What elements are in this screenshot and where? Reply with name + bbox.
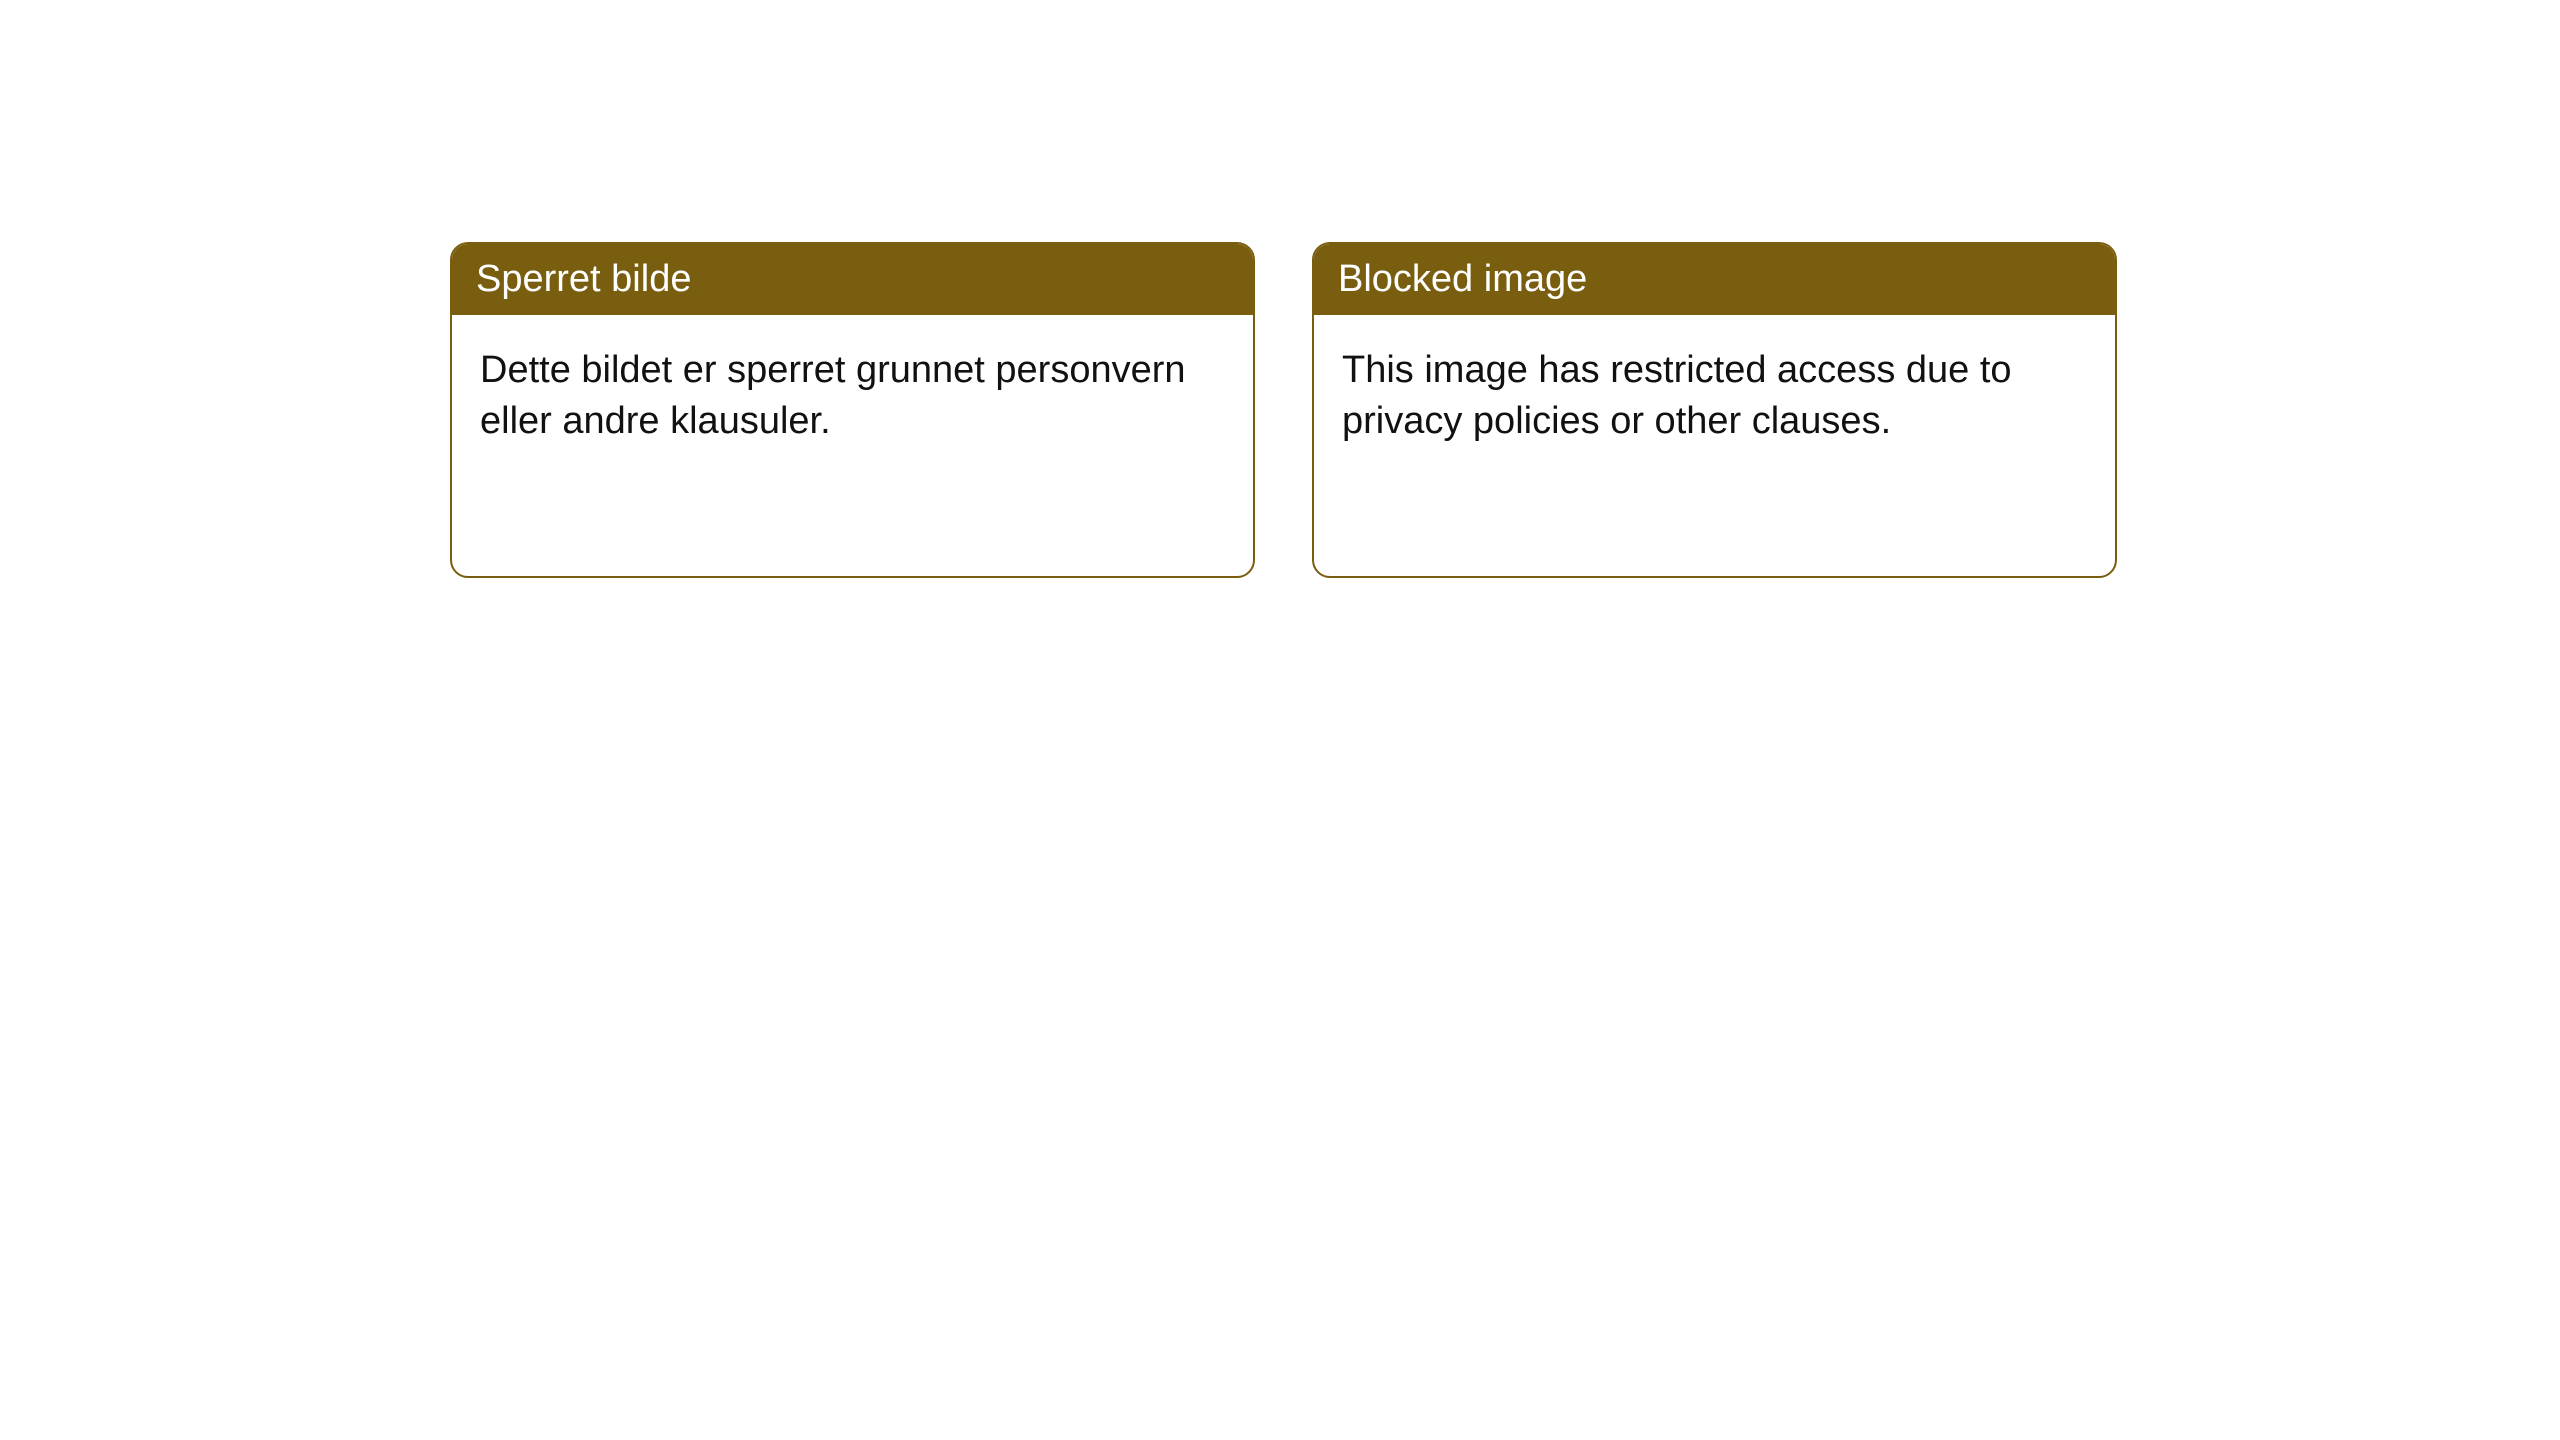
card-title: Sperret bilde — [476, 258, 691, 300]
card-body: Dette bildet er sperret grunnet personve… — [452, 315, 1253, 478]
card-norwegian: Sperret bilde Dette bildet er sperret gr… — [450, 242, 1255, 578]
card-title: Blocked image — [1338, 258, 1587, 300]
card-header: Sperret bilde — [452, 244, 1253, 315]
card-body-text: Dette bildet er sperret grunnet personve… — [480, 349, 1186, 442]
card-english: Blocked image This image has restricted … — [1312, 242, 2117, 578]
card-body: This image has restricted access due to … — [1314, 315, 2115, 478]
card-body-text: This image has restricted access due to … — [1342, 349, 2012, 442]
card-header: Blocked image — [1314, 244, 2115, 315]
cards-container: Sperret bilde Dette bildet er sperret gr… — [450, 242, 2117, 578]
